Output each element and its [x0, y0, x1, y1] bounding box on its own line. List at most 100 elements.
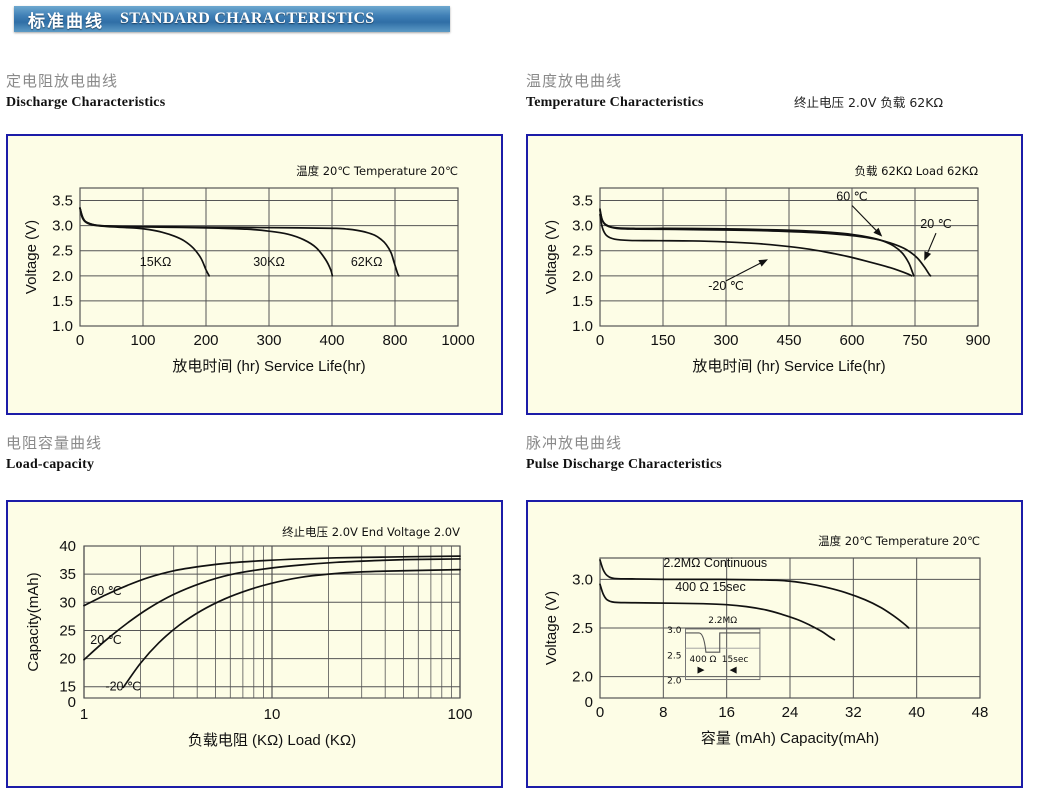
- heading-condition-note: 终止电压 2.0V 负载 62KΩ: [794, 95, 944, 110]
- x-tick-label: 600: [839, 332, 864, 349]
- annotation-arrowhead: [758, 259, 768, 267]
- y-tick-label: 35: [59, 566, 76, 583]
- pulse-inset-diagram: 2.2MΩ 3.0 2.5 2.0 400 Ω 15sec: [667, 616, 761, 687]
- chart-frame-load-capacity: 0 15 20 25 30 35 40 1 10 100 Capacity(mAh) 负载电阻 (KΩ…: [6, 500, 503, 788]
- condition-note: 终止电压 2.0V End Voltage 2.0V: [282, 525, 460, 539]
- condition-note: 负载 62KΩ Load 62KΩ: [855, 164, 979, 178]
- inset-arrow-right: [697, 666, 705, 674]
- curve-62KΩ: [79, 207, 400, 277]
- page-banner: 标准曲线 STANDARD CHARACTERISTICS: [14, 6, 450, 32]
- y-tick-label: 2.5: [572, 243, 593, 260]
- annotation-arrowhead: [924, 251, 932, 261]
- curve-60℃: [83, 555, 461, 607]
- chart-frame-temperature: 1.0 1.5 2.0 2.5 3.0 3.5 0 150 300 450 600 750 900 Vol…: [526, 134, 1023, 415]
- curve-20℃: [83, 558, 461, 661]
- y-axis-label: Capacity(mAh): [25, 572, 42, 671]
- curve-label: 2.2MΩ Continuous: [663, 556, 767, 570]
- inset-top-label: 2.2MΩ: [708, 616, 737, 626]
- x-tick-label: 0: [596, 332, 604, 349]
- y-tick-label: 1.5: [572, 293, 593, 310]
- x-axis-label: 放电时间 (hr) Service Life(hr): [172, 358, 365, 375]
- banner-title-en: STANDARD CHARACTERISTICS: [120, 10, 375, 27]
- x-tick-label: 1: [80, 706, 88, 723]
- x-axis-label: 放电时间 (hr) Service Life(hr): [692, 358, 885, 375]
- x-tick-label: 24: [782, 704, 799, 721]
- y-tick-label: 20: [59, 651, 76, 668]
- x-tick-label: 150: [650, 332, 675, 349]
- heading-cn: 温度放电曲线: [526, 72, 623, 90]
- annotation-label: 60 ℃: [836, 190, 867, 204]
- heading-cn: 定电阻放电曲线: [6, 72, 119, 90]
- x-tick-label: 300: [713, 332, 738, 349]
- curve-label: 62KΩ: [351, 255, 383, 269]
- y-tick-label: 1.0: [52, 318, 73, 335]
- section-heading-pulse: 脉冲放电曲线 Pulse Discharge Characteristics: [526, 432, 722, 473]
- x-tick-label: 450: [776, 332, 801, 349]
- x-axis-label: 容量 (mAh) Capacity(mAh): [701, 730, 879, 747]
- x-tick-label: 100: [130, 332, 155, 349]
- banner-title-cn: 标准曲线: [28, 11, 104, 32]
- x-tick-label: 200: [193, 332, 218, 349]
- y-tick-label: 1.0: [572, 318, 593, 335]
- x-tick-label: 40: [908, 704, 925, 721]
- x-axis-label: 负载电阻 (KΩ) Load (KΩ): [188, 732, 356, 749]
- y-tick-label: 30: [59, 594, 76, 611]
- annotation-arrowhead: [873, 227, 883, 237]
- annotation-leader-line: [926, 232, 937, 254]
- chart-discharge: 1.0 1.5 2.0 2.5 3.0 3.5 0 100 200 300 400 800 1000 Vo…: [23, 164, 475, 375]
- heading-cn: 脉冲放电曲线: [526, 434, 623, 452]
- heading-en: Discharge Characteristics: [6, 95, 166, 110]
- x-tick-label: 400: [319, 332, 344, 349]
- x-tick-label: 800: [382, 332, 407, 349]
- y-tick-label: 25: [59, 622, 76, 639]
- condition-note: 温度 20℃ Temperature 20℃: [818, 534, 980, 548]
- curve-label: 20 ℃: [90, 633, 121, 647]
- y-tick-label: 3.0: [52, 218, 73, 235]
- y-tick-label: 3.0: [572, 218, 593, 235]
- heading-en: Load-capacity: [6, 457, 95, 472]
- curve-label: -20 ℃: [105, 680, 141, 694]
- y-tick-label: 2.5: [52, 243, 73, 260]
- annotation-leader-line: [851, 205, 878, 232]
- curve-label: 400 Ω 15sec: [675, 580, 746, 594]
- x-tick-label: 32: [845, 704, 862, 721]
- curve--20℃: [599, 213, 913, 277]
- x-tick-label: 900: [965, 332, 990, 349]
- x-tick-label: 300: [256, 332, 281, 349]
- chart-load-capacity: 015 20 25 30 35 40 1 10 100 Capacity(mAh) 负载电阻 (KΩ…: [25, 525, 473, 749]
- x-tick-label: 16: [718, 704, 735, 721]
- condition-note: 温度 20℃ Temperature 20℃: [296, 164, 458, 178]
- annotation-label: -20 ℃: [708, 279, 744, 293]
- inset-waveform: [685, 632, 760, 653]
- x-tick-label: 100: [447, 706, 472, 723]
- inset-y-tick: 2.5: [667, 651, 681, 661]
- y-tick-label: 40: [59, 538, 76, 555]
- y-tick-label: 2.5: [572, 620, 593, 637]
- section-heading-load-capacity: 电阻容量曲线 Load-capacity: [6, 432, 102, 473]
- x-tick-label: 0: [596, 704, 604, 721]
- inset-border: [685, 628, 761, 681]
- chart-frame-pulse: 0 2.0 2.5 3.0 0 8 16 24 32 40 48 Voltage (V) 容量 (mAh…: [526, 500, 1023, 788]
- y-tick-label: 0: [585, 694, 593, 711]
- chart-pulse-discharge: 0 2.0 2.5 3.0 0 8 16 24 32 40 48 Voltage (V) 容量 (mAh…: [543, 534, 988, 747]
- heading-en: Temperature Characteristics: [526, 95, 704, 110]
- y-tick-label: 0: [68, 694, 76, 711]
- y-tick-label: 3.0: [572, 571, 593, 588]
- y-tick-label: 1.5: [52, 293, 73, 310]
- curve-label: 60 ℃: [90, 584, 121, 598]
- x-tick-label: 750: [902, 332, 927, 349]
- heading-en: Pulse Discharge Characteristics: [526, 457, 722, 472]
- section-heading-temperature: 温度放电曲线 Temperature Characteristics 终止电压 …: [526, 70, 943, 111]
- inset-right-label: 15sec: [722, 655, 749, 665]
- y-tick-label: 15: [59, 679, 76, 696]
- curve-20℃: [599, 209, 932, 277]
- inset-y-tick: 2.0: [667, 677, 682, 687]
- y-axis-label: Voltage (V): [543, 591, 560, 665]
- chart-frame-discharge: 1.0 1.5 2.0 2.5 3.0 3.5 0 100 200 300 400 800 1000 Vo…: [6, 134, 503, 415]
- inset-left-label: 400 Ω: [690, 655, 717, 665]
- inset-arrow-left: [729, 666, 737, 674]
- y-tick-label: 2.0: [572, 669, 593, 686]
- heading-cn: 电阻容量曲线: [6, 434, 103, 452]
- x-tick-label: 8: [659, 704, 667, 721]
- curve-60℃: [599, 208, 915, 277]
